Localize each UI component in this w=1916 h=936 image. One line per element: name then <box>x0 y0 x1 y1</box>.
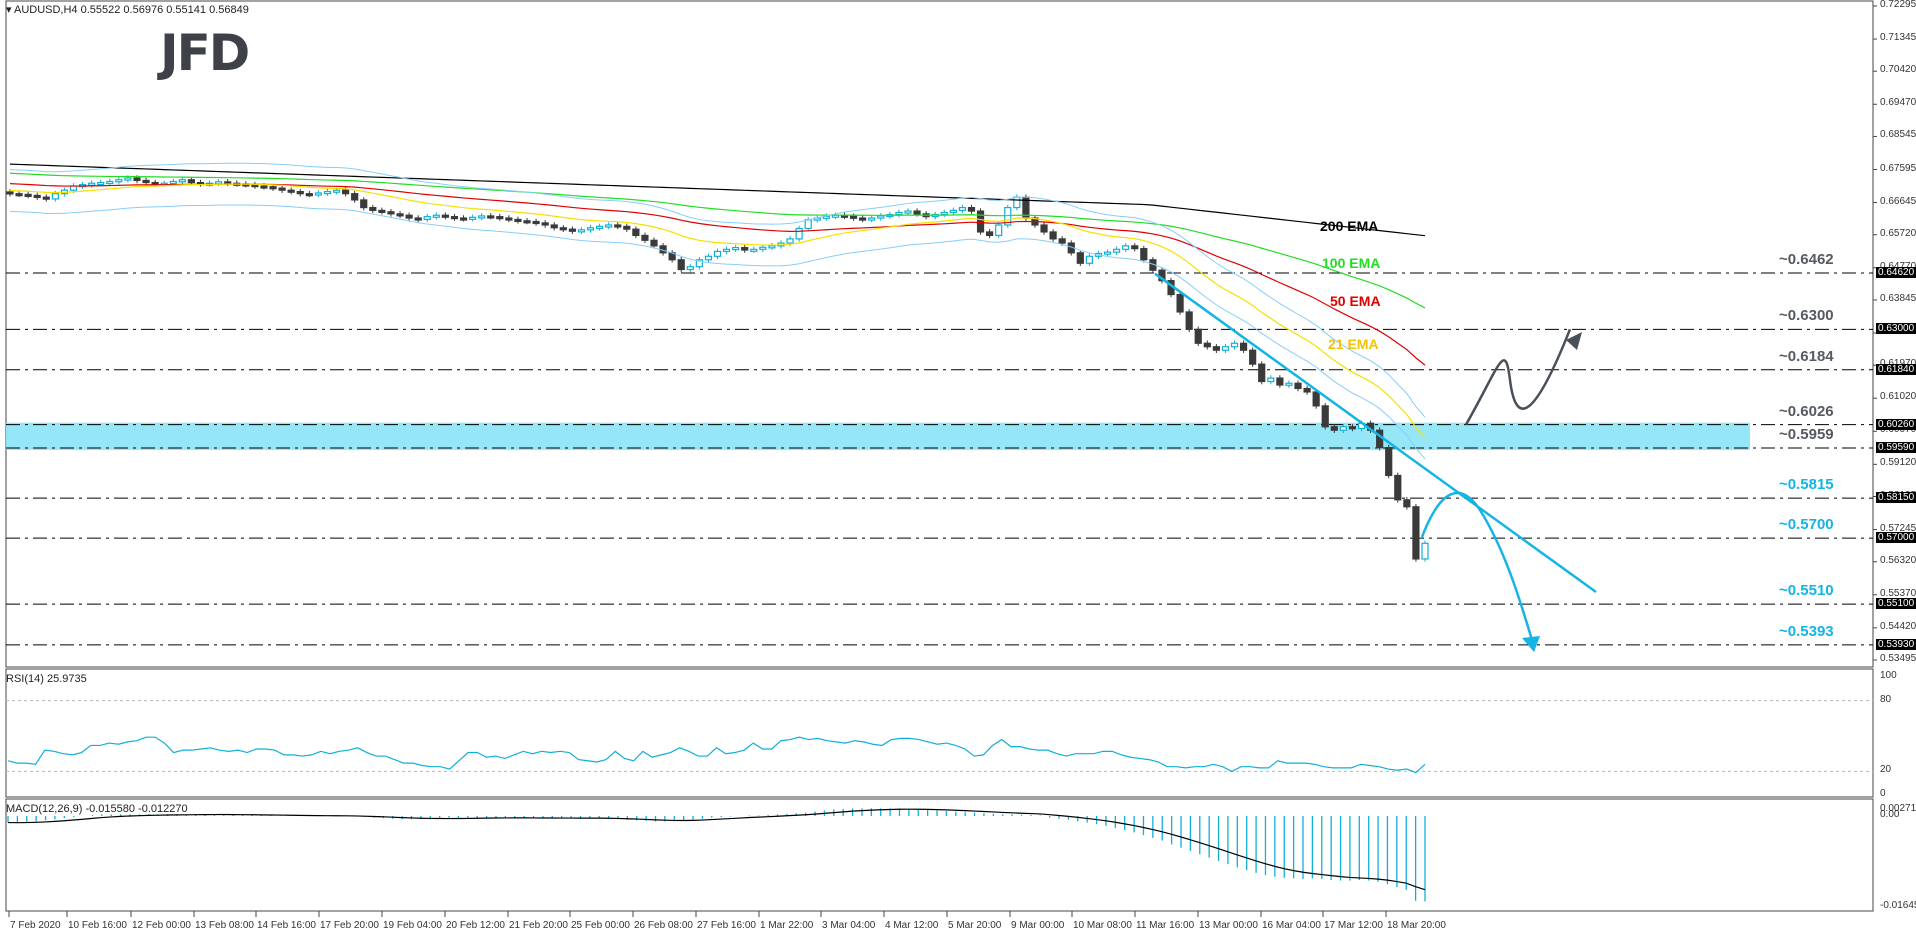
time-tick: 20 Feb 12:00 <box>446 920 505 931</box>
price-tick: 0.60070 <box>1880 424 1916 436</box>
level-label: ~0.5815 <box>1779 476 1834 494</box>
macd-label: MACD(12,26,9) -0.015580 -0.012270 <box>6 803 188 815</box>
price-tick: 0.54420 <box>1880 620 1916 632</box>
collapse-triangle-icon[interactable]: ▾ <box>6 4 12 16</box>
level-label: ~0.5959 <box>1779 425 1834 443</box>
price-tick: 0.65720 <box>1880 227 1916 239</box>
level-price-tag: 0.60260 <box>1876 418 1916 430</box>
time-tick: 16 Mar 04:00 <box>1262 920 1321 931</box>
rsi-tick: 0 <box>1880 788 1886 799</box>
price-tick: 0.71345 <box>1880 32 1916 44</box>
rsi-frame <box>5 668 1874 798</box>
symbol-header[interactable]: ▾ AUDUSD,H4 0.55522 0.56976 0.55141 0.56… <box>6 3 249 16</box>
level-label: ~0.5393 <box>1779 622 1834 640</box>
time-tick: 10 Feb 16:00 <box>68 920 127 931</box>
time-tick: 10 Mar 08:00 <box>1073 920 1132 931</box>
price-tick: 0.66645 <box>1880 195 1916 207</box>
ema-label: 200 EMA <box>1320 218 1379 234</box>
level-price-tag: 0.58150 <box>1876 492 1916 504</box>
macd-tick: 0.00 <box>1880 809 1900 820</box>
level-price-tag: 0.59590 <box>1876 441 1916 453</box>
symbol-ohlc: AUDUSD,H4 0.55522 0.56976 0.55141 0.5684… <box>13 4 249 16</box>
price-tick: 0.59120 <box>1880 457 1916 469</box>
price-tick: 0.67595 <box>1880 162 1916 174</box>
rsi-line <box>7 736 1426 774</box>
support-zone <box>6 422 1750 450</box>
time-tick: 25 Feb 00:00 <box>571 920 630 931</box>
time-tick: 13 Mar 00:00 <box>1199 920 1258 931</box>
level-label: ~0.6184 <box>1779 347 1834 365</box>
rsi-tick: 80 <box>1880 693 1892 705</box>
rsi-tick: 100 <box>1880 670 1897 681</box>
level-label: ~0.5510 <box>1779 582 1834 600</box>
time-tick: 19 Feb 04:00 <box>383 920 442 931</box>
ema-label: 100 EMA <box>1322 255 1381 271</box>
level-price-tag: 0.53930 <box>1876 638 1916 650</box>
time-tick: 7 Feb 2020 <box>10 920 61 931</box>
ema-label: 21 EMA <box>1328 336 1379 352</box>
macd-frame <box>5 798 1874 912</box>
macd-tick: -0.016451 <box>1880 900 1916 911</box>
price-tick: 0.69470 <box>1880 97 1916 109</box>
time-tick: 13 Feb 08:00 <box>195 920 254 931</box>
price-tick: 0.55370 <box>1880 587 1916 599</box>
time-tick: 4 Mar 12:00 <box>885 920 939 931</box>
level-price-tag: 0.61840 <box>1876 363 1916 375</box>
price-tick: 0.61970 <box>1880 358 1916 369</box>
price-tick: 0.53495 <box>1880 653 1916 664</box>
time-tick: 1 Mar 22:00 <box>760 920 814 931</box>
price-tick: 0.63845 <box>1880 292 1916 304</box>
level-price-tag: 0.57000 <box>1876 532 1916 544</box>
price-tick: 0.64770 <box>1880 261 1916 272</box>
macd-tick: 0.002711 <box>1880 803 1916 814</box>
time-tick: 17 Mar 12:00 <box>1324 920 1383 931</box>
rsi-label: RSI(14) 25.9735 <box>6 673 87 685</box>
time-tick: 18 Mar 20:00 <box>1387 920 1446 931</box>
price-tick: 0.70420 <box>1880 64 1916 76</box>
price-tick: 0.57245 <box>1880 522 1916 534</box>
time-tick: 5 Mar 20:00 <box>948 920 1002 931</box>
level-label: ~0.5700 <box>1779 516 1834 534</box>
rsi-tick: 20 <box>1880 764 1892 776</box>
level-label: ~0.6462 <box>1779 250 1834 268</box>
time-tick: 27 Feb 16:00 <box>697 920 756 931</box>
time-tick: 26 Feb 08:00 <box>634 920 693 931</box>
jfd-logo: JFD <box>160 24 250 82</box>
downtrend-line <box>1154 272 1597 594</box>
level-price-tag: 0.63000 <box>1876 323 1916 335</box>
bearish-scenario-arrow <box>1420 491 1534 641</box>
bullish-scenario-arrow <box>1464 328 1572 426</box>
time-tick: 14 Feb 16:00 <box>257 920 316 931</box>
ema-label: 50 EMA <box>1330 293 1381 309</box>
level-label: ~0.6300 <box>1779 307 1834 325</box>
level-price-tag: 0.64620 <box>1876 266 1916 278</box>
time-tick: 9 Mar 00:00 <box>1011 920 1065 931</box>
price-tick: 0.72295 <box>1880 0 1916 10</box>
macd-signal <box>7 808 1426 891</box>
price-tick: 0.68545 <box>1880 129 1916 141</box>
price-tick: 0.56320 <box>1880 554 1916 566</box>
level-label: ~0.6026 <box>1779 402 1834 420</box>
time-tick: 11 Mar 16:00 <box>1136 920 1195 931</box>
time-tick: 12 Feb 00:00 <box>132 920 191 931</box>
time-tick: 3 Mar 04:00 <box>822 920 876 931</box>
time-tick: 21 Feb 20:00 <box>509 920 568 931</box>
price-tick: 0.61020 <box>1880 391 1916 403</box>
level-price-tag: 0.55100 <box>1876 598 1916 610</box>
time-tick: 17 Feb 20:00 <box>320 920 379 931</box>
main-frame <box>5 0 1874 668</box>
